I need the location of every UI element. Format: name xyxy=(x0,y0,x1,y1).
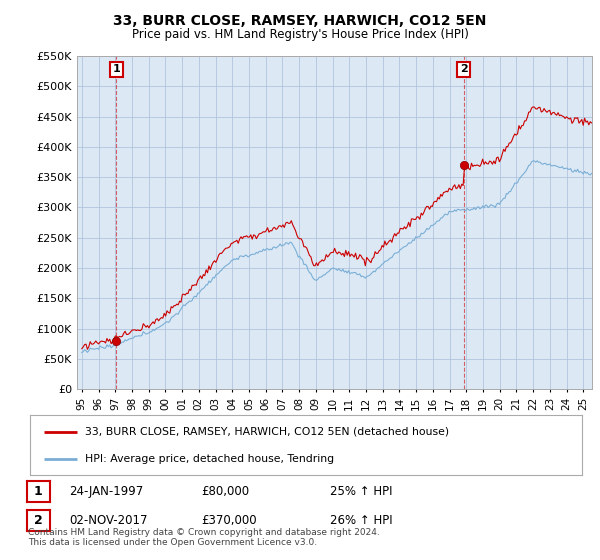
Text: 2: 2 xyxy=(460,64,467,74)
Text: 1: 1 xyxy=(113,64,120,74)
Text: 24-JAN-1997: 24-JAN-1997 xyxy=(69,485,143,498)
Text: 33, BURR CLOSE, RAMSEY, HARWICH, CO12 5EN (detached house): 33, BURR CLOSE, RAMSEY, HARWICH, CO12 5E… xyxy=(85,427,449,437)
Text: 02-NOV-2017: 02-NOV-2017 xyxy=(69,514,148,527)
Text: Contains HM Land Registry data © Crown copyright and database right 2024.
This d: Contains HM Land Registry data © Crown c… xyxy=(28,528,380,547)
Text: 26% ↑ HPI: 26% ↑ HPI xyxy=(330,514,392,527)
Text: £80,000: £80,000 xyxy=(201,485,249,498)
Text: HPI: Average price, detached house, Tendring: HPI: Average price, detached house, Tend… xyxy=(85,454,334,464)
Text: 33, BURR CLOSE, RAMSEY, HARWICH, CO12 5EN: 33, BURR CLOSE, RAMSEY, HARWICH, CO12 5E… xyxy=(113,14,487,28)
Text: Price paid vs. HM Land Registry's House Price Index (HPI): Price paid vs. HM Land Registry's House … xyxy=(131,28,469,41)
Text: 1: 1 xyxy=(34,485,43,498)
Text: 25% ↑ HPI: 25% ↑ HPI xyxy=(330,485,392,498)
Text: £370,000: £370,000 xyxy=(201,514,257,527)
Text: 2: 2 xyxy=(34,514,43,527)
